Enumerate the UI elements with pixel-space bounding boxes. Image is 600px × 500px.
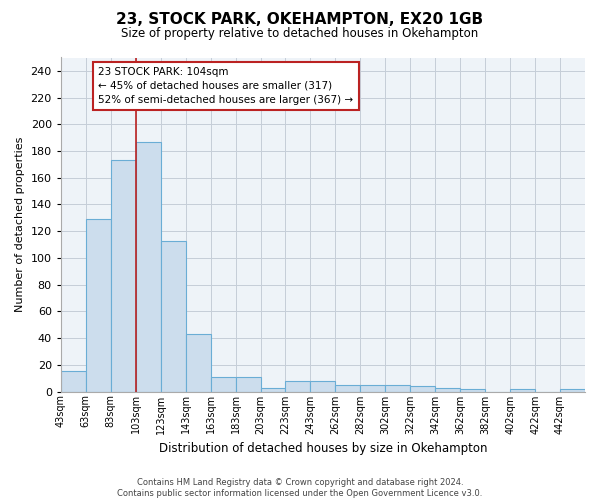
Bar bbox=[435, 388, 460, 392]
Bar bbox=[361, 385, 385, 392]
Bar bbox=[286, 381, 310, 392]
Bar bbox=[185, 334, 211, 392]
Bar bbox=[136, 142, 161, 392]
Text: Size of property relative to detached houses in Okehampton: Size of property relative to detached ho… bbox=[121, 28, 479, 40]
Bar bbox=[161, 240, 185, 392]
Y-axis label: Number of detached properties: Number of detached properties bbox=[15, 137, 25, 312]
Bar bbox=[111, 160, 136, 392]
Bar bbox=[236, 377, 260, 392]
Text: 23, STOCK PARK, OKEHAMPTON, EX20 1GB: 23, STOCK PARK, OKEHAMPTON, EX20 1GB bbox=[116, 12, 484, 28]
Bar bbox=[410, 386, 435, 392]
Bar bbox=[385, 385, 410, 392]
Bar bbox=[310, 381, 335, 392]
Bar bbox=[211, 377, 236, 392]
Text: Contains HM Land Registry data © Crown copyright and database right 2024.
Contai: Contains HM Land Registry data © Crown c… bbox=[118, 478, 482, 498]
Bar bbox=[61, 372, 86, 392]
X-axis label: Distribution of detached houses by size in Okehampton: Distribution of detached houses by size … bbox=[158, 442, 487, 455]
Bar bbox=[510, 389, 535, 392]
Bar bbox=[86, 219, 111, 392]
Text: 23 STOCK PARK: 104sqm
← 45% of detached houses are smaller (317)
52% of semi-det: 23 STOCK PARK: 104sqm ← 45% of detached … bbox=[98, 67, 353, 105]
Bar bbox=[335, 385, 361, 392]
Bar bbox=[560, 389, 585, 392]
Bar bbox=[460, 389, 485, 392]
Bar bbox=[260, 388, 286, 392]
